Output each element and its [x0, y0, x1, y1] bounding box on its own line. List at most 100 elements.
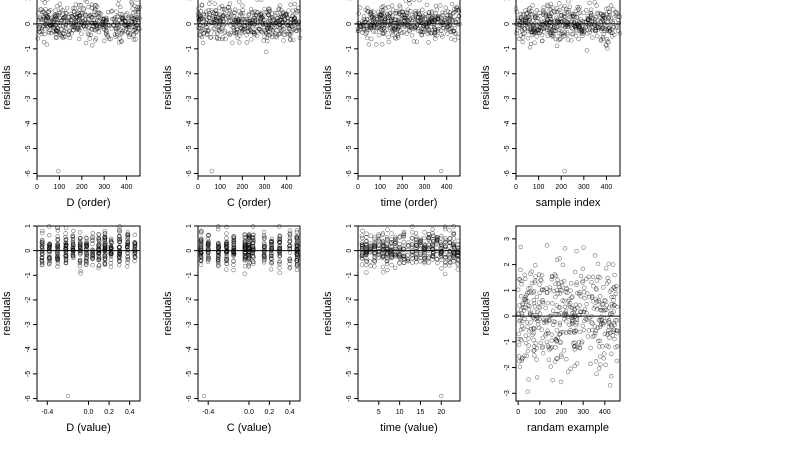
data-point: [518, 14, 524, 20]
data-point: [516, 342, 522, 348]
data-point: [135, 4, 140, 10]
data-point: [516, 18, 521, 23]
data-point: [443, 236, 448, 241]
data-point: [250, 253, 255, 259]
data-point: [274, 10, 280, 16]
data-point: [435, 238, 440, 243]
panel-5: 1 0 -1 -2 -3 -4 -5 -6 -0.4 0.0 0.2 0.4 D (value) resi…: [1, 224, 141, 434]
data-point: [421, 23, 426, 29]
plot-frame: [197, 225, 301, 402]
data-point: [518, 267, 523, 273]
data-point: [541, 5, 546, 10]
data-point: [84, 259, 89, 264]
data-point: [597, 25, 603, 30]
data-point: [125, 254, 130, 259]
x-axis-title: time (order): [381, 197, 438, 209]
data-point: [397, 241, 402, 247]
data-point: [422, 258, 427, 263]
data-point: [47, 256, 52, 261]
data-point: [413, 230, 419, 236]
x-tick-label: 0: [356, 184, 360, 191]
data-point: [407, 28, 412, 33]
data-point: [77, 259, 83, 264]
data-point: [417, 19, 423, 24]
data-point: [46, 30, 52, 36]
data-point: [450, 18, 456, 23]
data-point: [110, 16, 115, 22]
data-point: [531, 326, 537, 331]
data-point: [449, 1, 455, 7]
data-point: [231, 250, 236, 255]
data-point: [531, 301, 537, 306]
data-point: [137, 26, 142, 32]
data-point: [410, 250, 415, 255]
data-point: [269, 244, 274, 249]
data-point: [556, 37, 561, 42]
data-point: [389, 262, 394, 268]
data-point: [401, 234, 406, 240]
data-point: [526, 7, 531, 12]
data-point: [514, 28, 520, 33]
y-axis-title: residuals: [480, 65, 492, 110]
data-point: [447, 239, 453, 245]
y-tick-label: 0: [346, 249, 353, 253]
data-point: [430, 231, 435, 236]
data-point: [612, 322, 617, 328]
data-point: [603, 26, 608, 32]
x-tick-label: 100: [534, 409, 546, 416]
data-point: [554, 43, 560, 48]
data-point: [439, 257, 444, 262]
data-point: [40, 14, 46, 20]
data-point: [206, 239, 211, 244]
data-point: [119, 39, 124, 45]
data-point: [242, 17, 248, 22]
y-tick-label: -1: [25, 272, 32, 278]
data-point: [455, 247, 460, 252]
data-point: [584, 301, 589, 307]
data-point: [267, 8, 272, 14]
data-point: [587, 30, 592, 35]
data-point: [84, 236, 89, 241]
data-point: [528, 41, 534, 47]
data-point: [387, 13, 393, 19]
data-point: [615, 344, 620, 349]
data-point: [539, 272, 545, 278]
data-point: [393, 265, 398, 270]
y-tick-label: 1: [186, 0, 193, 1]
data-point: [368, 244, 373, 249]
data-point: [376, 236, 382, 242]
data-point: [386, 34, 391, 40]
data-point: [551, 288, 557, 294]
data-point: [608, 330, 613, 336]
data-point: [77, 230, 83, 235]
data-point: [565, 30, 570, 35]
data-point: [231, 267, 236, 273]
data-point: [233, 18, 238, 23]
data-point: [393, 239, 398, 244]
data-point: [77, 14, 82, 19]
data-point: [199, 2, 204, 7]
data-point: [229, 13, 234, 18]
data-point: [609, 27, 614, 32]
x-axis-title: sample index: [536, 197, 601, 209]
data-point: [517, 358, 522, 364]
data-point: [614, 318, 620, 323]
data-point: [47, 244, 52, 250]
data-point: [224, 267, 229, 272]
data-point: [409, 26, 415, 31]
data-point: [550, 377, 555, 383]
data-point: [262, 34, 267, 39]
data-point: [96, 250, 102, 255]
data-point: [93, 12, 99, 18]
data-point: [86, 17, 91, 22]
data-point: [422, 242, 427, 247]
data-point: [431, 254, 436, 259]
data-point: [135, 10, 141, 15]
data-point: [544, 25, 550, 31]
data-point: [425, 31, 430, 36]
data-point: [223, 21, 228, 27]
data-point: [97, 10, 103, 16]
data-point: [83, 17, 89, 22]
data-point: [565, 369, 571, 374]
